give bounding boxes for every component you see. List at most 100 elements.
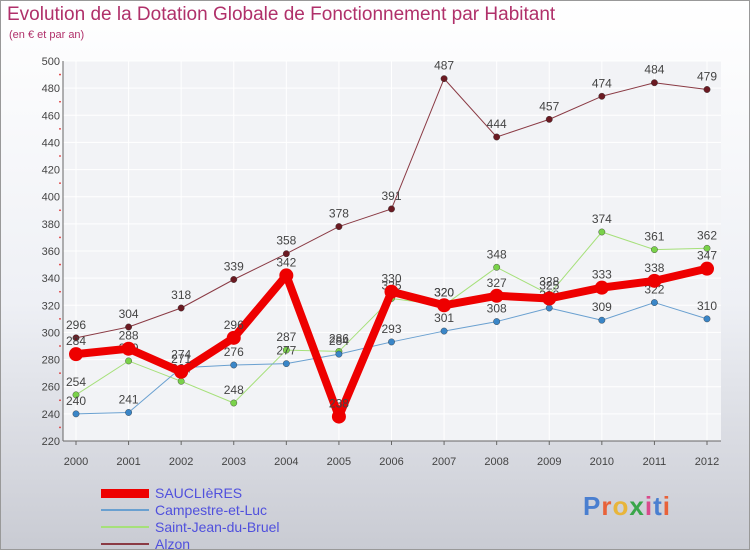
logo-letter: P (583, 491, 602, 521)
x-tick-label: 2009 (537, 456, 561, 468)
minor-tick-dot (59, 372, 61, 375)
data-point (279, 268, 294, 283)
x-tick-label: 2007 (432, 456, 456, 468)
data-label: 362 (697, 228, 717, 242)
y-tick-label: 260 (42, 382, 60, 394)
data-label: 293 (381, 322, 401, 336)
data-label: 274 (171, 348, 191, 362)
data-label: 361 (644, 230, 664, 244)
data-point (230, 276, 238, 283)
data-point (594, 280, 609, 295)
data-label: 339 (224, 260, 244, 274)
legend-swatch (101, 509, 149, 511)
data-point (125, 409, 132, 416)
data-label: 374 (592, 212, 612, 226)
data-label: 333 (592, 268, 612, 282)
data-point (598, 316, 606, 324)
data-label: 338 (644, 261, 664, 275)
data-label: 248 (224, 383, 244, 397)
logo-letter: i (662, 491, 671, 521)
data-label: 276 (224, 345, 244, 359)
data-label: 479 (697, 70, 717, 84)
minor-tick-dot (59, 155, 61, 157)
legend-swatch (101, 543, 149, 545)
y-tick-label: 440 (42, 137, 60, 149)
series-alzon: 296 304 318 339 358 378 391 487 444 457 474 484 479 (66, 59, 717, 342)
legend-label: Alzon (155, 536, 191, 550)
data-label: 309 (592, 300, 612, 314)
minor-tick-dot (59, 127, 61, 130)
data-label: 358 (276, 234, 296, 248)
data-point (440, 327, 448, 335)
data-point (125, 357, 132, 365)
data-label: 277 (276, 344, 296, 358)
minor-tick-dot (59, 317, 61, 320)
data-label: 286 (329, 331, 349, 345)
x-tick-label: 2008 (484, 456, 508, 468)
data-label: 391 (381, 189, 401, 203)
data-label: 296 (224, 318, 244, 332)
data-point (69, 347, 83, 362)
data-point (72, 391, 80, 399)
data-label: 320 (434, 285, 454, 299)
data-point (177, 377, 185, 385)
data-label: 288 (119, 329, 139, 343)
data-point (700, 261, 714, 276)
data-point (647, 273, 662, 288)
data-label: 342 (276, 255, 296, 269)
data-point (493, 133, 501, 141)
x-tick-label: 2001 (116, 456, 140, 468)
y-tick-label: 240 (42, 409, 60, 421)
data-label: 240 (66, 394, 86, 408)
data-point (651, 246, 658, 254)
data-label: 320 (434, 285, 454, 299)
data-label: 330 (381, 272, 401, 286)
data-point (542, 291, 557, 306)
data-label: 287 (276, 330, 296, 344)
logo-letter: x (629, 491, 645, 521)
x-tick-label: 2002 (169, 456, 193, 468)
logo-letter: t (653, 491, 663, 521)
legend-swatch (101, 526, 149, 528)
data-label: 284 (329, 334, 349, 348)
data-point (174, 364, 189, 379)
data-point (282, 346, 290, 354)
minor-tick-dot (59, 426, 61, 429)
data-point (335, 223, 343, 230)
data-label: 348 (487, 247, 507, 261)
data-label: 238 (329, 397, 349, 411)
data-label: 296 (66, 318, 86, 332)
data-label: 304 (119, 307, 139, 321)
data-label: 322 (644, 283, 664, 297)
data-label: 308 (487, 302, 507, 316)
data-point (125, 323, 132, 331)
data-point (440, 75, 448, 83)
x-tick-label: 2012 (695, 456, 719, 468)
chart-subtitle: (en € et par an) (9, 29, 85, 41)
legend-swatch (101, 488, 149, 498)
logo-letter: r (601, 491, 613, 521)
minor-tick-dot (59, 236, 61, 239)
data-label: 378 (329, 207, 349, 221)
data-label: 271 (171, 352, 191, 366)
data-label: 310 (697, 299, 717, 313)
data-point (226, 330, 241, 345)
y-tick-label: 500 (42, 56, 60, 68)
data-point (230, 399, 238, 407)
logo-letter: o (612, 491, 630, 521)
logo-letter: i (644, 491, 654, 521)
y-tick-label: 480 (42, 83, 60, 95)
data-label: 474 (592, 76, 612, 90)
y-tick-label: 380 (42, 219, 60, 231)
x-tick-label: 2006 (379, 456, 403, 468)
y-tick-label: 320 (42, 300, 60, 312)
data-point (282, 360, 290, 368)
data-point (545, 115, 553, 123)
data-point (489, 288, 504, 303)
data-label: 241 (119, 393, 139, 407)
data-point (545, 304, 553, 312)
minor-tick-dot (59, 399, 61, 402)
legend-label: Saint-Jean-du-Bruel (155, 519, 280, 535)
y-tick-label: 400 (42, 192, 60, 204)
